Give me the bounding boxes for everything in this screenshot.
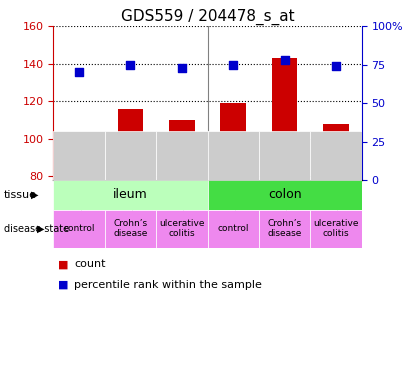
FancyBboxPatch shape xyxy=(208,210,259,248)
Text: colon: colon xyxy=(268,189,301,201)
Text: ▶: ▶ xyxy=(31,190,38,200)
FancyBboxPatch shape xyxy=(310,131,362,180)
Text: percentile rank within the sample: percentile rank within the sample xyxy=(74,280,262,290)
FancyBboxPatch shape xyxy=(259,131,310,180)
Bar xyxy=(323,124,349,180)
Bar xyxy=(272,58,298,180)
Bar xyxy=(220,103,246,180)
FancyBboxPatch shape xyxy=(259,210,310,248)
Point xyxy=(230,62,237,68)
Text: ulcerative
colitis: ulcerative colitis xyxy=(313,219,359,239)
Point xyxy=(127,62,134,68)
Text: ■: ■ xyxy=(58,260,68,269)
FancyBboxPatch shape xyxy=(208,180,362,210)
FancyBboxPatch shape xyxy=(156,210,208,248)
Title: GDS559 / 204478_s_at: GDS559 / 204478_s_at xyxy=(121,9,294,25)
Bar xyxy=(118,109,143,180)
Point xyxy=(178,65,185,71)
Text: ■: ■ xyxy=(58,280,68,290)
Point xyxy=(281,57,288,63)
FancyBboxPatch shape xyxy=(53,180,208,210)
FancyBboxPatch shape xyxy=(156,131,208,180)
Text: tissue: tissue xyxy=(4,190,37,200)
Point xyxy=(76,69,82,75)
Text: control: control xyxy=(217,224,249,233)
FancyBboxPatch shape xyxy=(53,131,105,180)
FancyBboxPatch shape xyxy=(105,131,156,180)
Text: Crohn’s
disease: Crohn’s disease xyxy=(113,219,148,239)
Text: count: count xyxy=(74,260,106,269)
Text: ▶: ▶ xyxy=(37,224,44,234)
Text: Crohn’s
disease: Crohn’s disease xyxy=(268,219,302,239)
Text: control: control xyxy=(63,224,95,233)
FancyBboxPatch shape xyxy=(208,131,259,180)
Text: ileum: ileum xyxy=(113,189,148,201)
Bar xyxy=(66,169,92,180)
Point xyxy=(333,63,339,69)
Text: disease state: disease state xyxy=(4,224,69,234)
FancyBboxPatch shape xyxy=(310,210,362,248)
Text: ulcerative
colitis: ulcerative colitis xyxy=(159,219,205,239)
Bar xyxy=(169,120,195,180)
FancyBboxPatch shape xyxy=(53,210,105,248)
FancyBboxPatch shape xyxy=(105,210,156,248)
